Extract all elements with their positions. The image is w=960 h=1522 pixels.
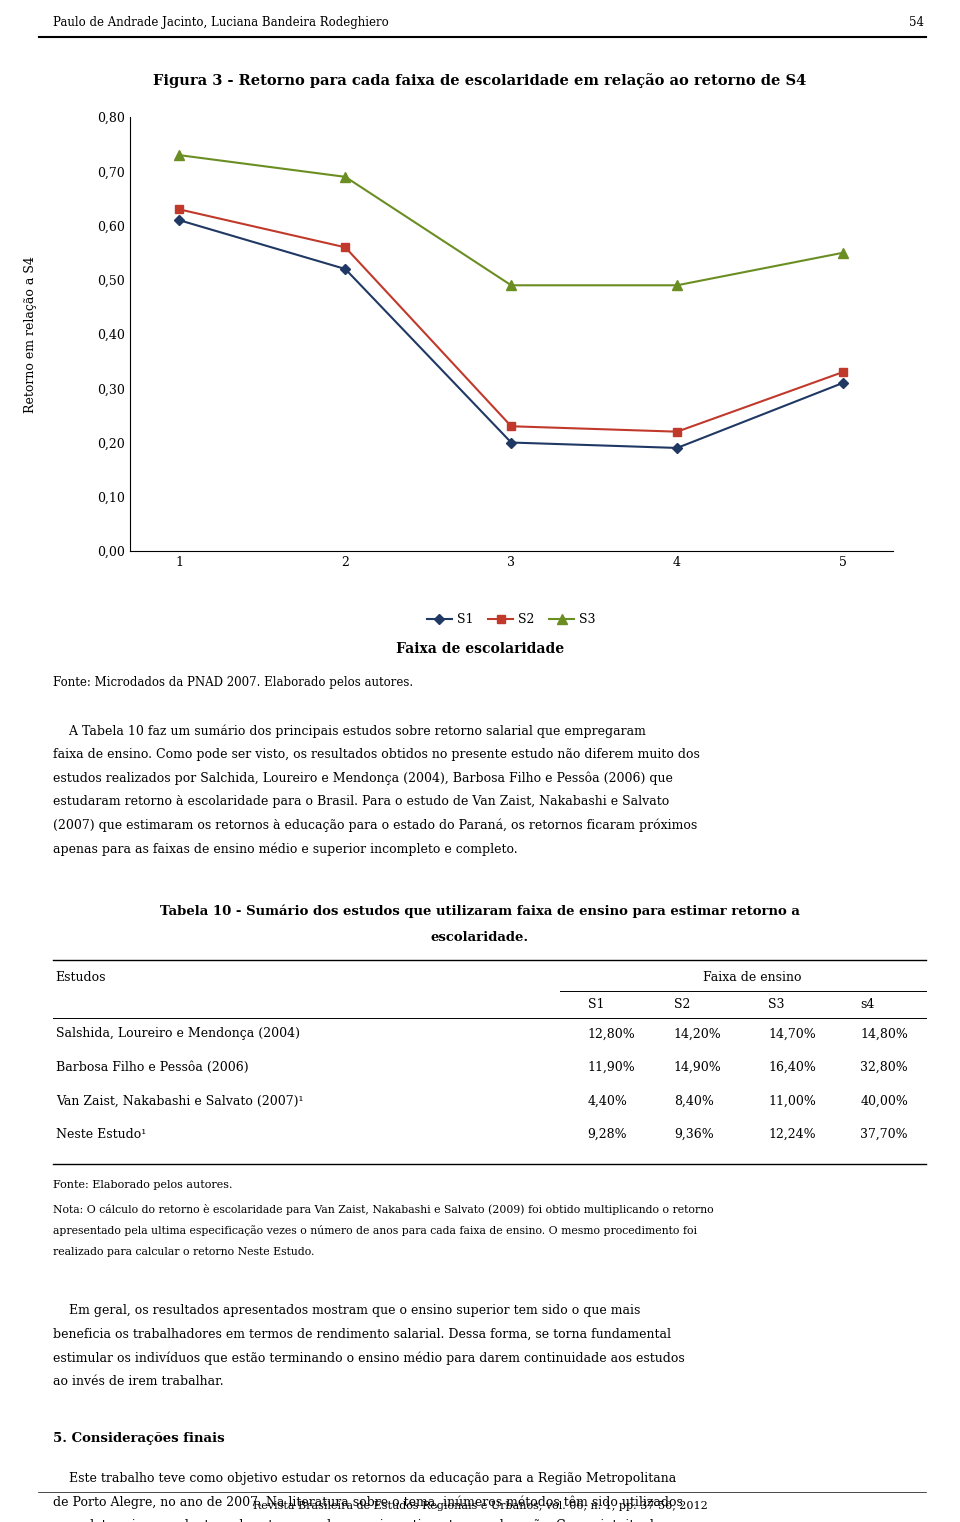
Text: Revista Brasileira de Estudos Regionais e Urbanos, vol. 06, n. 1, pp. 37-56, 201: Revista Brasileira de Estudos Regionais … [252, 1501, 708, 1511]
Text: para determinar qual a taxa de retorno real para o investimento em educação. Com: para determinar qual a taxa de retorno r… [53, 1519, 661, 1522]
Text: estudaram retorno à escolaridade para o Brasil. Para o estudo de Van Zaist, Naka: estudaram retorno à escolaridade para o … [53, 794, 669, 808]
Text: 32,80%: 32,80% [860, 1061, 908, 1075]
Text: 54: 54 [909, 15, 924, 29]
Text: ao invés de irem trabalhar.: ao invés de irem trabalhar. [53, 1376, 224, 1388]
Text: 9,28%: 9,28% [588, 1128, 627, 1142]
Text: 4,40%: 4,40% [588, 1094, 628, 1108]
Text: Este trabalho teve como objetivo estudar os retornos da educação para a Região M: Este trabalho teve como objetivo estudar… [53, 1472, 676, 1485]
Text: 8,40%: 8,40% [674, 1094, 714, 1108]
Text: Nota: O cálculo do retorno è escolaridade para Van Zaist, Nakabashi e Salvato (2: Nota: O cálculo do retorno è escolaridad… [53, 1204, 713, 1215]
Text: Retorno em relação a S4: Retorno em relação a S4 [24, 256, 37, 412]
Text: 40,00%: 40,00% [860, 1094, 908, 1108]
Text: 14,70%: 14,70% [768, 1027, 816, 1041]
Text: Fonte: Elaborado pelos autores.: Fonte: Elaborado pelos autores. [53, 1180, 232, 1190]
Text: 14,90%: 14,90% [674, 1061, 722, 1075]
Text: 12,80%: 12,80% [588, 1027, 636, 1041]
Text: 11,90%: 11,90% [588, 1061, 636, 1075]
Text: escolaridade.: escolaridade. [431, 931, 529, 945]
Text: 14,20%: 14,20% [674, 1027, 722, 1041]
Text: s4: s4 [860, 998, 875, 1012]
Text: realizado para calcular o retorno Neste Estudo.: realizado para calcular o retorno Neste … [53, 1247, 314, 1257]
Text: Neste Estudo¹: Neste Estudo¹ [56, 1128, 146, 1142]
Text: 12,24%: 12,24% [768, 1128, 816, 1142]
Text: Salshida, Loureiro e Mendonça (2004): Salshida, Loureiro e Mendonça (2004) [56, 1027, 300, 1041]
Text: S2: S2 [674, 998, 690, 1012]
Text: S1: S1 [588, 998, 604, 1012]
Text: Tabela 10 - Sumário dos estudos que utilizaram faixa de ensino para estimar reto: Tabela 10 - Sumário dos estudos que util… [160, 904, 800, 918]
Text: 16,40%: 16,40% [768, 1061, 816, 1075]
Text: apenas para as faixas de ensino médio e superior incompleto e completo.: apenas para as faixas de ensino médio e … [53, 843, 517, 855]
Text: Em geral, os resultados apresentados mostram que o ensino superior tem sido o qu: Em geral, os resultados apresentados mos… [53, 1304, 640, 1318]
Text: estimular os indivíduos que estão terminando o ensino médio para darem continuid: estimular os indivíduos que estão termin… [53, 1352, 684, 1365]
Text: apresentado pela ultima especificação vezes o número de anos para cada faixa de : apresentado pela ultima especificação ve… [53, 1225, 697, 1236]
Text: Van Zaist, Nakabashi e Salvato (2007)¹: Van Zaist, Nakabashi e Salvato (2007)¹ [56, 1094, 303, 1108]
Text: Figura 3 - Retorno para cada faixa de escolaridade em relação ao retorno de S4: Figura 3 - Retorno para cada faixa de es… [154, 73, 806, 88]
Text: Faixa de ensino: Faixa de ensino [704, 971, 802, 985]
Text: 11,00%: 11,00% [768, 1094, 816, 1108]
Text: beneficia os trabalhadores em termos de rendimento salarial. Dessa forma, se tor: beneficia os trabalhadores em termos de … [53, 1327, 671, 1341]
Text: Paulo de Andrade Jacinto, Luciana Bandeira Rodeghiero: Paulo de Andrade Jacinto, Luciana Bandei… [53, 15, 389, 29]
Text: A Tabela 10 faz um sumário dos principais estudos sobre retorno salarial que emp: A Tabela 10 faz um sumário dos principai… [53, 724, 646, 738]
Text: Fonte: Microdados da PNAD 2007. Elaborado pelos autores.: Fonte: Microdados da PNAD 2007. Elaborad… [53, 676, 413, 689]
Text: de Porto Alegre, no ano de 2007. Na literatura sobre o tema, inúmeros métodos tê: de Porto Alegre, no ano de 2007. Na lite… [53, 1495, 683, 1508]
Text: S3: S3 [768, 998, 784, 1012]
Text: 5. Considerações finais: 5. Considerações finais [53, 1432, 225, 1446]
Text: Barbosa Filho e Pessôa (2006): Barbosa Filho e Pessôa (2006) [56, 1061, 249, 1075]
Text: 37,70%: 37,70% [860, 1128, 908, 1142]
Text: Faixa de escolaridade: Faixa de escolaridade [396, 642, 564, 656]
Text: estudos realizados por Salchida, Loureiro e Mendonça (2004), Barbosa Filho e Pes: estudos realizados por Salchida, Loureir… [53, 772, 673, 785]
Text: (2007) que estimaram os retornos à educação para o estado do Paraná, os retornos: (2007) que estimaram os retornos à educa… [53, 819, 697, 833]
Text: faixa de ensino. Como pode ser visto, os resultados obtidos no presente estudo n: faixa de ensino. Como pode ser visto, os… [53, 747, 700, 761]
Text: 14,80%: 14,80% [860, 1027, 908, 1041]
Text: 9,36%: 9,36% [674, 1128, 713, 1142]
Text: Estudos: Estudos [56, 971, 107, 985]
Legend: S1, S2, S3: S1, S2, S3 [421, 609, 601, 632]
